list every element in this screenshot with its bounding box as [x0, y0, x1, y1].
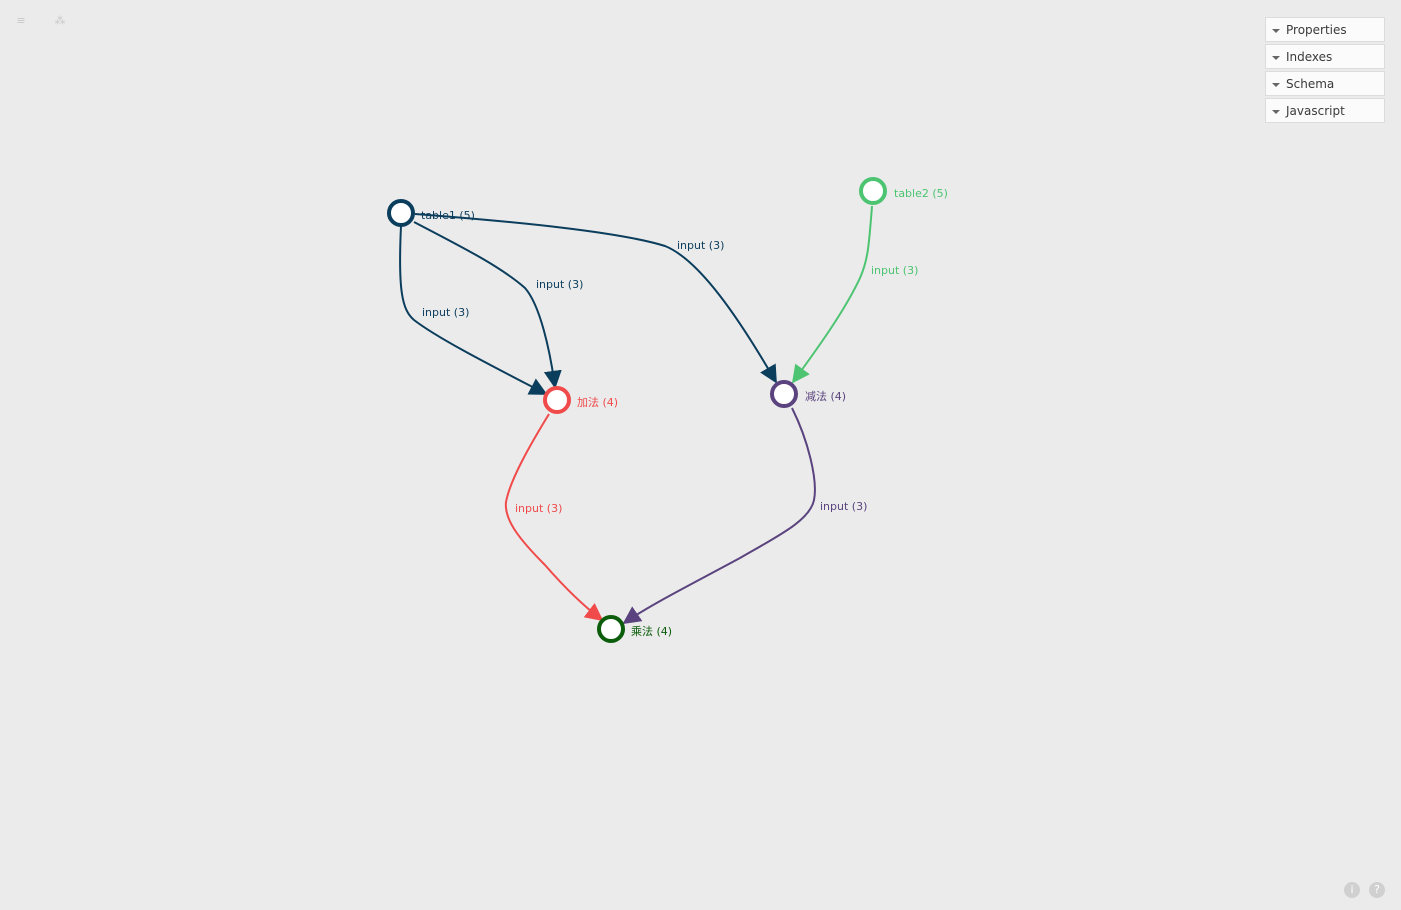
node-label-mul: 乘法 (4) — [631, 624, 672, 638]
node-label-sub: 减法 (4) — [805, 389, 846, 403]
panel-schema-label: Schema — [1286, 76, 1335, 91]
panel-schema[interactable]: Schema — [1265, 71, 1385, 96]
panel-javascript[interactable]: Javascript — [1265, 98, 1385, 123]
edge-table1-add-left[interactable] — [399, 225, 548, 395]
menu-icon[interactable]: ≡ — [16, 14, 26, 27]
graph-layout-icon[interactable]: ⁂ — [54, 14, 66, 27]
edge-add-mul[interactable] — [504, 413, 604, 622]
caret-down-icon — [1272, 55, 1280, 60]
node-mul[interactable]: 乘法 (4) — [597, 615, 672, 643]
edge-label-table1-add-left: input (3) — [422, 306, 469, 319]
node-sub[interactable]: 减法 (4) — [770, 380, 846, 408]
panel-javascript-label: Javascript — [1286, 103, 1345, 118]
side-panel: Properties Indexes Schema Javascript — [1265, 17, 1385, 125]
edge-label-table1-add-right: input (3) — [536, 278, 583, 291]
node-table2[interactable]: table2 (5) — [859, 177, 948, 205]
node-label-table1: table1 (5) — [421, 209, 475, 222]
edge-table2-sub[interactable] — [791, 205, 873, 384]
node-table1[interactable]: table1 (5) — [387, 199, 475, 227]
panel-indexes-label: Indexes — [1286, 49, 1333, 64]
edge-label-sub-mul: input (3) — [820, 500, 867, 513]
edge-sub-mul[interactable] — [622, 407, 816, 625]
edge-table1-sub[interactable] — [414, 213, 777, 384]
panel-indexes[interactable]: Indexes — [1265, 44, 1385, 69]
caret-down-icon — [1272, 28, 1280, 33]
caret-down-icon — [1272, 109, 1280, 114]
edge-label-add-mul: input (3) — [515, 502, 562, 515]
edge-label-table1-sub: input (3) — [677, 239, 724, 252]
panel-properties[interactable]: Properties — [1265, 17, 1385, 42]
node-label-add: 加法 (4) — [577, 395, 618, 409]
panel-properties-label: Properties — [1286, 22, 1347, 37]
edge-table1-add-right[interactable] — [413, 221, 562, 389]
info-icon[interactable]: i — [1344, 882, 1360, 898]
caret-down-icon — [1272, 82, 1280, 87]
help-icon[interactable]: ? — [1369, 882, 1385, 898]
edge-label-table2-sub: input (3) — [871, 264, 918, 277]
node-label-table2: table2 (5) — [894, 187, 948, 200]
node-add[interactable]: 加法 (4) — [543, 386, 618, 414]
